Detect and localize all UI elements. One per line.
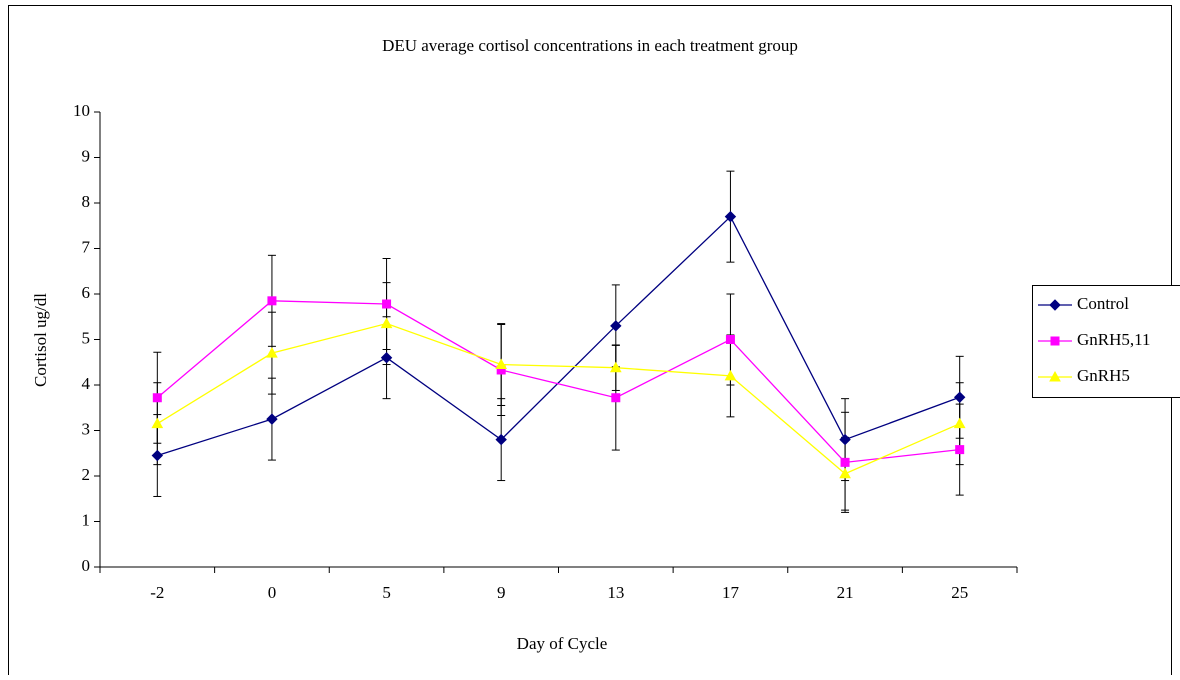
y-tick-label: 8 (82, 192, 91, 211)
x-tick-label: 5 (382, 583, 391, 602)
x-tick-label: 13 (607, 583, 624, 602)
x-tick-label: 0 (268, 583, 277, 602)
x-tick-label: 9 (497, 583, 506, 602)
x-tick-label: 25 (951, 583, 968, 602)
legend-label: GnRH5,11 (1077, 330, 1151, 349)
y-tick-label: 7 (82, 237, 91, 256)
y-tick-label: 5 (82, 328, 91, 347)
legend-label: Control (1077, 294, 1129, 313)
data-point (612, 394, 620, 402)
y-tick-label: 0 (82, 556, 91, 575)
data-point (841, 458, 849, 466)
legend-label: GnRH5 (1077, 366, 1130, 385)
y-tick-label: 9 (82, 146, 91, 165)
chart-frame (9, 6, 1172, 676)
x-tick-label: 17 (722, 583, 740, 602)
data-point (153, 394, 161, 402)
y-tick-label: 1 (82, 510, 91, 529)
legend-marker (1051, 337, 1059, 345)
data-point (268, 297, 276, 305)
y-tick-label: 10 (73, 101, 90, 120)
x-axis-label: Day of Cycle (517, 634, 608, 653)
data-point (726, 336, 734, 344)
x-tick-label: -2 (150, 583, 164, 602)
x-tick-label: 21 (837, 583, 854, 602)
data-point (956, 446, 964, 454)
y-tick-label: 3 (82, 419, 91, 438)
y-tick-label: 6 (82, 283, 91, 302)
data-point (383, 300, 391, 308)
y-tick-label: 4 (82, 374, 91, 393)
chart-title: DEU average cortisol concentrations in e… (382, 36, 798, 55)
y-tick-label: 2 (82, 465, 91, 484)
y-axis-label: Cortisol ug/dl (31, 293, 50, 387)
